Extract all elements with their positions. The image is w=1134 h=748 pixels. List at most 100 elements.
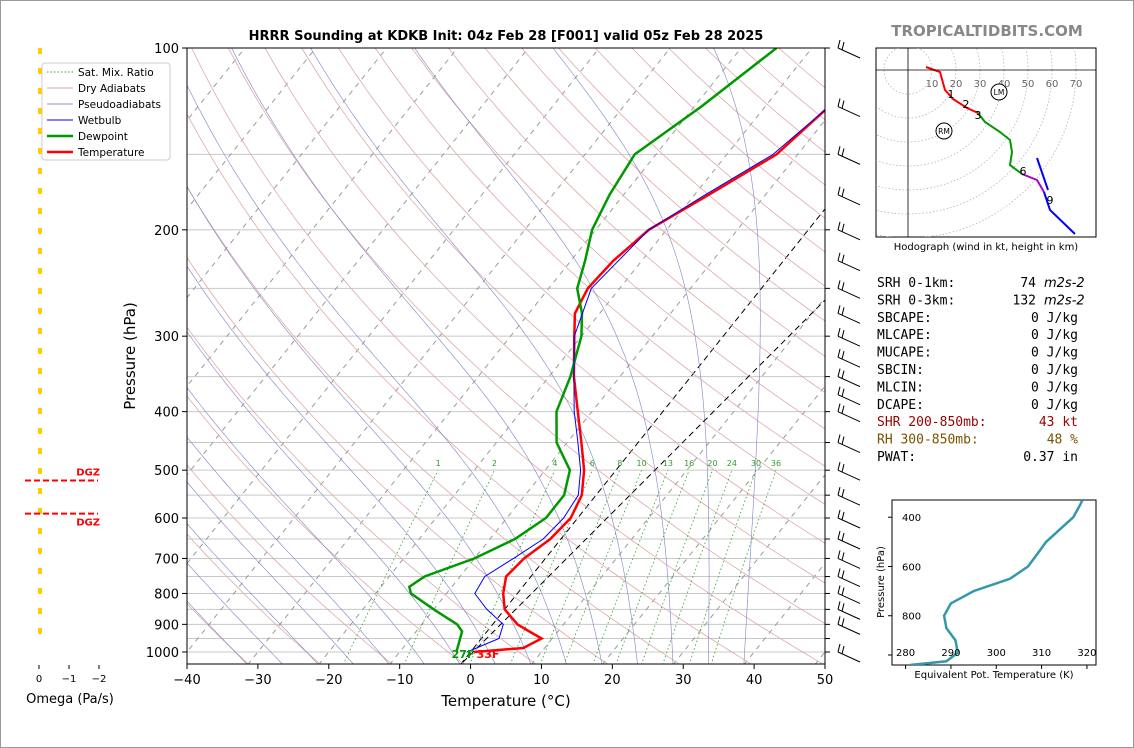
y-axis-label: Pressure (hPa) <box>121 302 139 410</box>
stat-value: 43 kt <box>1039 415 1078 430</box>
isotherm-line <box>187 48 529 476</box>
y-tick-label: 800 <box>154 587 179 602</box>
wind-barb <box>837 305 861 324</box>
stat-value: 74 <box>1020 276 1036 291</box>
x-tick-label: −40 <box>173 673 200 688</box>
stat-label: SBCAPE: <box>877 311 932 326</box>
series-dewpoint-line <box>407 48 778 653</box>
omega-tick-label: −2 <box>92 674 107 685</box>
pseudoadiabat <box>187 523 319 664</box>
dry-adiabat <box>187 326 537 664</box>
wind-barb-flag <box>837 509 841 519</box>
stat-value: 0 J/kg <box>1031 380 1078 395</box>
mixing-ratio-label: 6 <box>590 459 595 468</box>
legend-label: Wetbulb <box>78 115 122 127</box>
pseudoadiabat <box>187 600 248 664</box>
pseudoadiabat <box>414 48 674 664</box>
wind-barb <box>837 349 861 368</box>
mixing-ratio-line <box>563 470 642 664</box>
wind-barb-flag <box>841 41 845 51</box>
mixing-ratio-line <box>539 470 621 664</box>
dry-adiabat <box>264 48 825 584</box>
wind-barb-staff <box>837 47 861 59</box>
hodograph-height-label: 2 <box>963 98 970 111</box>
mixing-ratio-label: 24 <box>727 459 737 468</box>
legend-label: Sat. Mix. Ratio <box>78 67 154 79</box>
legend-label: Dewpoint <box>78 131 128 143</box>
omega-bar <box>38 308 42 314</box>
isotherm-line <box>318 48 813 664</box>
dry-adiabat <box>187 256 609 664</box>
omega-bar <box>38 128 42 134</box>
x-tick-label: 20 <box>604 673 621 688</box>
wind-barb-flag <box>841 552 845 561</box>
mixing-ratio-line <box>710 470 777 664</box>
stat-label: SRH 0-3km: <box>877 293 955 308</box>
hodograph-marker-label: RM <box>938 127 950 136</box>
x-tick-label: 0 <box>466 673 474 688</box>
mixing-ratio-label: 10 <box>637 459 647 468</box>
wind-barb <box>837 252 861 272</box>
hodograph-ring-label: 70 <box>1070 79 1083 90</box>
dry-adiabat <box>187 603 249 664</box>
pseudoadiabat <box>713 48 761 664</box>
reference-line <box>460 299 825 664</box>
wind-barb-flag <box>841 570 845 579</box>
wind-barb <box>837 550 861 569</box>
wind-barb-staff <box>837 106 861 117</box>
mixing-ratio-line <box>688 470 757 664</box>
omega-bar <box>38 68 42 74</box>
hodograph-frame <box>875 47 1097 238</box>
wind-barb-flag <box>837 403 841 412</box>
hodograph-trace <box>1043 191 1076 235</box>
dry-adiabat <box>187 533 321 664</box>
wind-barb-flag <box>841 100 845 109</box>
hodograph-marker-circle <box>935 122 953 140</box>
dry-adiabat <box>227 48 825 625</box>
dry-adiabat <box>484 48 825 357</box>
wind-barb <box>837 280 861 299</box>
surface-temperature-label: 33F <box>477 648 500 661</box>
wind-barb-flag <box>841 464 845 473</box>
wind-barb-staff <box>837 538 861 550</box>
stat-label: DCAPE: <box>877 398 924 413</box>
pseudoadiabat <box>187 186 532 664</box>
wind-barb-flag <box>837 305 841 314</box>
stat-label: PWAT: <box>877 450 916 465</box>
mixing-ratio-label: 8 <box>617 459 622 468</box>
mixing-ratio-line <box>592 470 669 664</box>
theta-e-y-tick-label: 400 <box>902 513 921 524</box>
stat-unit: m2s-2 <box>1044 293 1085 308</box>
freezing-isotherm <box>460 208 825 664</box>
wind-barb-flag <box>837 643 841 653</box>
wind-barb-flag <box>837 328 841 337</box>
mixing-ratio-label: 36 <box>771 459 781 468</box>
wind-barb <box>837 487 861 506</box>
wind-barb-flag <box>837 585 841 594</box>
pseudoadiabat <box>552 48 710 664</box>
theta-e-y-tick-label: 800 <box>902 612 921 623</box>
stat-label: SRH 0-1km: <box>877 276 955 291</box>
isotherm-line <box>0 48 32 665</box>
stat-label: MLCAPE: <box>877 328 932 343</box>
dry-adiabat <box>187 186 681 664</box>
isotherm-line <box>602 385 825 664</box>
y-tick-label: 400 <box>154 406 179 421</box>
wind-barb-flag <box>837 221 841 230</box>
stat-unit: m2s-2 <box>1044 276 1085 291</box>
theta-e-y-axis-label: Pressure (hPa) <box>876 546 887 618</box>
x-tick-label: −30 <box>244 673 271 688</box>
wind-barb <box>837 39 861 59</box>
wind-barb-flag <box>841 148 845 157</box>
wind-barb-flag <box>837 280 841 289</box>
wind-barb-flag <box>837 462 841 471</box>
wind-barb-staff <box>837 312 861 324</box>
theta-e-x-tick-label: 290 <box>941 648 960 659</box>
grid-group <box>0 48 825 665</box>
wind-barb-flag <box>837 434 841 443</box>
isotherm-line <box>187 48 458 387</box>
chart-title: HRRR Sounding at KDKB Init: 04z Feb 28 [… <box>249 29 764 44</box>
wind-barb-flag <box>837 98 841 107</box>
omega-bar <box>38 328 42 334</box>
